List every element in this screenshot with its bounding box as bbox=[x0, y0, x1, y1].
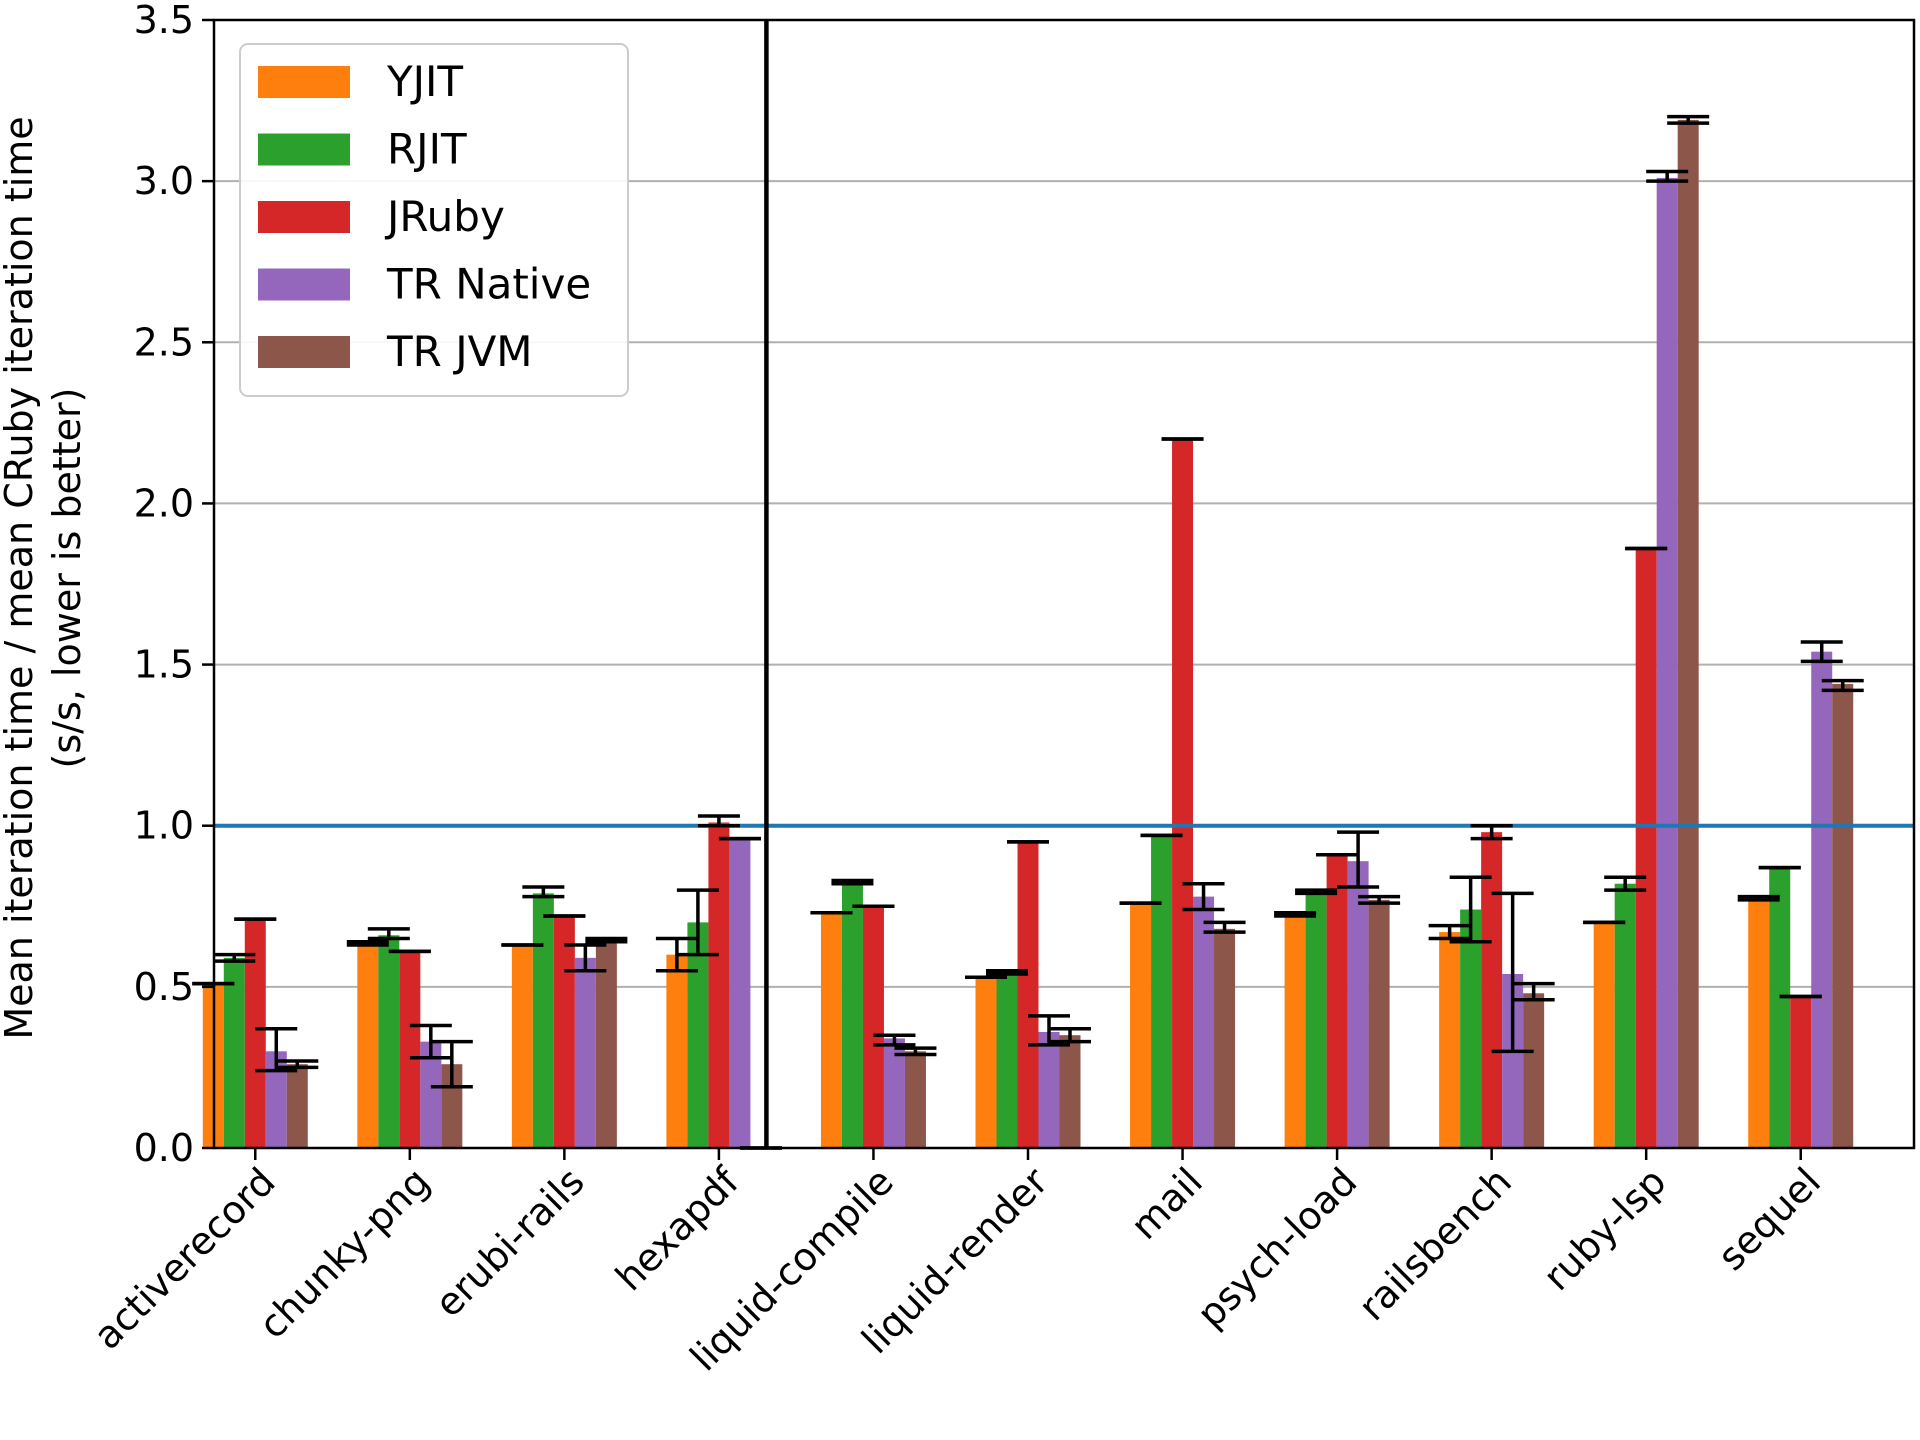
bar bbox=[996, 970, 1018, 1148]
x-tick-label: erubi-rails bbox=[426, 1159, 592, 1325]
legend-swatch bbox=[258, 66, 350, 98]
bar bbox=[1614, 883, 1636, 1148]
bar bbox=[286, 1064, 308, 1148]
legend-label: TR Native bbox=[386, 260, 591, 309]
bar bbox=[420, 1041, 442, 1148]
y-tick-label: 3.0 bbox=[134, 159, 194, 203]
y-axis-label-line2: (s/s, lower is better) bbox=[45, 388, 89, 769]
bar bbox=[1130, 903, 1152, 1148]
plot-frame bbox=[212, 18, 1916, 1150]
bar bbox=[904, 1051, 926, 1148]
bars bbox=[202, 119, 1854, 1149]
bar bbox=[1439, 932, 1461, 1148]
bar bbox=[1832, 683, 1854, 1148]
bar bbox=[1059, 1035, 1081, 1148]
bar bbox=[1347, 861, 1369, 1148]
y-tick-label: 0.5 bbox=[134, 965, 194, 1009]
bar bbox=[1677, 119, 1699, 1148]
bar bbox=[1017, 841, 1039, 1148]
bar bbox=[1151, 835, 1173, 1148]
legend-swatch bbox=[258, 268, 350, 301]
y-tick-label: 2.0 bbox=[134, 481, 194, 525]
y-axis-label-line1: Mean iteration time / mean CRuby iterati… bbox=[0, 116, 41, 1039]
bar bbox=[1368, 899, 1390, 1148]
bar bbox=[1481, 832, 1503, 1148]
y-tick-label: 0.0 bbox=[134, 1126, 194, 1170]
bar bbox=[883, 1038, 905, 1148]
legend-box bbox=[239, 43, 629, 397]
bar bbox=[1038, 1031, 1060, 1148]
bar bbox=[1593, 922, 1615, 1148]
x-tick-label: railsbench bbox=[1350, 1159, 1520, 1329]
x-tick-label: sequel bbox=[1709, 1159, 1829, 1279]
x-tick-label: activerecord bbox=[85, 1159, 284, 1358]
bar bbox=[223, 957, 245, 1148]
bar bbox=[1172, 438, 1194, 1148]
bar bbox=[553, 915, 575, 1148]
legend: YJIT RJIT JRuby TR Native TR JVM bbox=[239, 43, 629, 397]
bar bbox=[708, 822, 730, 1148]
legend-label: YJIT bbox=[386, 57, 463, 106]
x-tick-label: mail bbox=[1122, 1159, 1211, 1248]
legend-label: TR JVM bbox=[386, 327, 533, 376]
bar bbox=[1635, 548, 1657, 1148]
bar bbox=[1523, 993, 1545, 1148]
bar bbox=[975, 977, 997, 1148]
bar bbox=[1502, 973, 1524, 1148]
x-tick-label: psych-load bbox=[1188, 1159, 1365, 1336]
bar bbox=[862, 906, 884, 1148]
y-tick-label: 3.5 bbox=[134, 0, 194, 42]
bar bbox=[1748, 899, 1770, 1148]
legend-label: RJIT bbox=[387, 125, 467, 174]
bar bbox=[1790, 996, 1812, 1148]
legend-label: JRuby bbox=[384, 192, 505, 241]
legend-swatch bbox=[258, 201, 350, 233]
bar bbox=[244, 919, 266, 1148]
legend-swatch bbox=[258, 336, 350, 368]
bar bbox=[841, 883, 863, 1148]
bar bbox=[729, 838, 751, 1148]
bar bbox=[378, 935, 400, 1148]
bar bbox=[1193, 896, 1215, 1148]
bar bbox=[666, 954, 688, 1148]
bar bbox=[1811, 651, 1833, 1148]
bar bbox=[1214, 928, 1236, 1148]
bar bbox=[687, 922, 709, 1148]
bar bbox=[595, 938, 617, 1148]
error-bars bbox=[192, 114, 1864, 1150]
legend-swatch bbox=[258, 133, 350, 166]
y-axis-ticks: 0.0 0.5 1.0 1.5 2.0 2.5 3.0 3.5 bbox=[134, 0, 214, 1170]
bar bbox=[1305, 893, 1327, 1148]
x-tick-label: hexapdf bbox=[607, 1158, 748, 1299]
bar bbox=[511, 944, 533, 1148]
y-tick-label: 1.5 bbox=[134, 643, 194, 687]
bar bbox=[820, 912, 842, 1148]
y-tick-label: 1.0 bbox=[134, 804, 194, 848]
bar bbox=[1326, 854, 1348, 1148]
x-tick-label: ruby-lsp bbox=[1535, 1159, 1675, 1299]
bar bbox=[1769, 867, 1791, 1148]
bar bbox=[399, 951, 421, 1148]
reference-line-group bbox=[214, 20, 1914, 1148]
y-tick-label: 2.5 bbox=[134, 320, 194, 364]
bar bbox=[532, 893, 554, 1148]
bar bbox=[574, 957, 596, 1148]
bar bbox=[265, 1051, 287, 1148]
bar bbox=[1460, 909, 1482, 1148]
bar bbox=[357, 941, 379, 1148]
bar bbox=[1284, 912, 1306, 1148]
bar bbox=[1656, 177, 1678, 1149]
